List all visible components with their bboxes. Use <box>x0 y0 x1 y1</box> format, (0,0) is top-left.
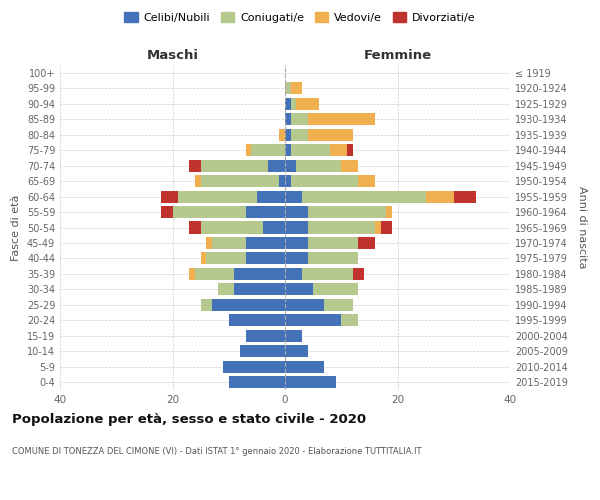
Bar <box>190 222 200 234</box>
Bar <box>195 268 235 280</box>
Text: Femmine: Femmine <box>364 49 431 62</box>
Bar <box>285 346 308 358</box>
Text: Maschi: Maschi <box>146 49 199 62</box>
Bar <box>178 190 257 202</box>
Y-axis label: Fasce di età: Fasce di età <box>11 194 21 260</box>
Bar <box>386 206 392 218</box>
Bar <box>296 98 319 110</box>
Bar <box>285 160 296 172</box>
Bar <box>308 252 358 264</box>
Y-axis label: Anni di nascita: Anni di nascita <box>577 186 587 269</box>
Bar <box>285 252 308 264</box>
Bar <box>257 190 285 202</box>
Bar <box>285 222 308 234</box>
Bar <box>285 299 325 311</box>
Bar <box>200 252 206 264</box>
Bar <box>380 222 392 234</box>
Bar <box>285 190 302 202</box>
Bar <box>358 175 375 187</box>
Bar <box>235 268 285 280</box>
Bar <box>290 175 358 187</box>
Bar <box>290 82 302 94</box>
Bar <box>245 330 285 342</box>
Bar <box>268 160 285 172</box>
Bar <box>290 113 308 125</box>
Bar <box>240 346 285 358</box>
Bar <box>212 237 245 249</box>
Bar <box>290 144 330 156</box>
Bar <box>285 330 302 342</box>
Bar <box>285 376 335 388</box>
Bar <box>308 237 358 249</box>
Bar <box>245 206 285 218</box>
Bar <box>245 237 285 249</box>
Bar <box>161 190 178 202</box>
Bar <box>341 160 358 172</box>
Bar <box>285 175 290 187</box>
Bar <box>353 268 364 280</box>
Bar <box>302 190 425 202</box>
Bar <box>296 160 341 172</box>
Bar <box>325 299 353 311</box>
Bar <box>200 222 263 234</box>
Bar <box>229 314 285 326</box>
Bar <box>190 268 195 280</box>
Bar <box>195 175 200 187</box>
Bar <box>280 175 285 187</box>
Bar <box>375 222 380 234</box>
Bar <box>285 284 313 296</box>
Bar <box>245 144 251 156</box>
Bar <box>285 268 302 280</box>
Bar <box>200 175 280 187</box>
Bar <box>251 144 285 156</box>
Bar <box>212 299 285 311</box>
Bar <box>206 237 212 249</box>
Bar <box>285 144 290 156</box>
Bar <box>280 128 285 140</box>
Bar <box>285 98 290 110</box>
Bar <box>290 128 308 140</box>
Bar <box>330 144 347 156</box>
Bar <box>285 237 308 249</box>
Bar <box>308 222 375 234</box>
Bar <box>245 252 285 264</box>
Bar <box>235 284 285 296</box>
Bar <box>454 190 476 202</box>
Bar <box>200 160 268 172</box>
Bar <box>285 113 290 125</box>
Bar <box>263 222 285 234</box>
Bar <box>206 252 245 264</box>
Legend: Celibi/Nubili, Coniugati/e, Vedovi/e, Divorziati/e: Celibi/Nubili, Coniugati/e, Vedovi/e, Di… <box>120 8 480 28</box>
Bar <box>347 144 353 156</box>
Bar <box>290 98 296 110</box>
Bar <box>218 284 235 296</box>
Bar <box>285 206 308 218</box>
Bar <box>358 237 375 249</box>
Bar <box>161 206 173 218</box>
Bar <box>173 206 245 218</box>
Bar <box>285 314 341 326</box>
Bar <box>425 190 454 202</box>
Bar <box>313 284 358 296</box>
Bar <box>190 160 200 172</box>
Bar <box>285 82 290 94</box>
Bar <box>200 299 212 311</box>
Text: COMUNE DI TONEZZA DEL CIMONE (VI) - Dati ISTAT 1° gennaio 2020 - Elaborazione TU: COMUNE DI TONEZZA DEL CIMONE (VI) - Dati… <box>12 448 421 456</box>
Bar <box>285 361 325 373</box>
Bar <box>229 376 285 388</box>
Bar <box>302 268 353 280</box>
Bar <box>341 314 358 326</box>
Bar <box>308 206 386 218</box>
Bar <box>223 361 285 373</box>
Text: Popolazione per età, sesso e stato civile - 2020: Popolazione per età, sesso e stato civil… <box>12 412 366 426</box>
Bar <box>308 113 375 125</box>
Bar <box>308 128 353 140</box>
Bar <box>285 128 290 140</box>
